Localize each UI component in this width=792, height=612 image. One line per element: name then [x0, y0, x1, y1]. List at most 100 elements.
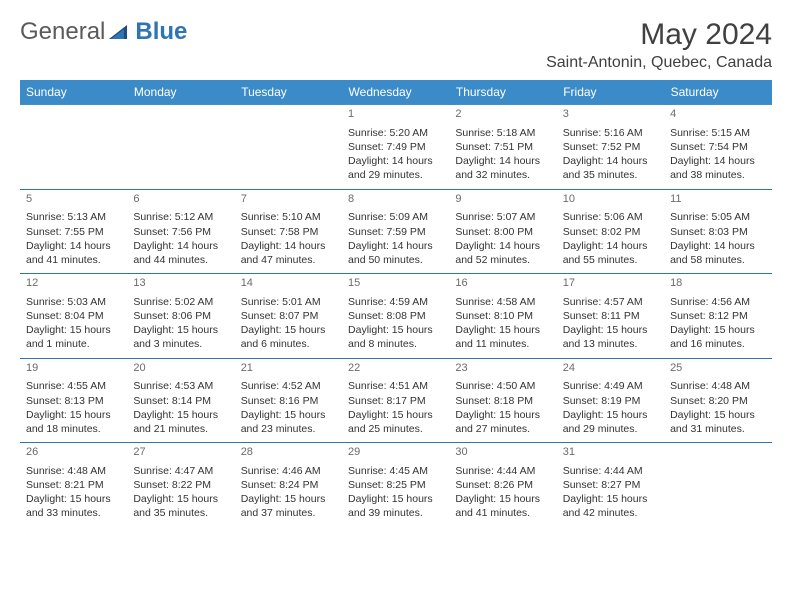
- day-line: Sunset: 8:14 PM: [133, 394, 228, 408]
- day-line: Sunset: 7:54 PM: [670, 140, 765, 154]
- day-number: 10: [557, 189, 664, 208]
- day-line: Sunset: 8:18 PM: [455, 394, 550, 408]
- day-detail: Sunrise: 4:56 AMSunset: 8:12 PMDaylight:…: [664, 293, 771, 358]
- day-number: [664, 443, 771, 462]
- day-detail: Sunrise: 4:48 AMSunset: 8:21 PMDaylight:…: [20, 462, 127, 527]
- day-number: 16: [449, 274, 556, 293]
- day-line: and 16 minutes.: [670, 337, 765, 351]
- day-line: Daylight: 14 hours: [563, 154, 658, 168]
- day-line: Sunrise: 4:46 AM: [241, 464, 336, 478]
- day-line: Sunset: 8:07 PM: [241, 309, 336, 323]
- day-line: and 47 minutes.: [241, 253, 336, 267]
- day-detail: Sunrise: 5:03 AMSunset: 8:04 PMDaylight:…: [20, 293, 127, 358]
- day-detail: Sunrise: 5:20 AMSunset: 7:49 PMDaylight:…: [342, 124, 449, 189]
- day-detail: Sunrise: 4:44 AMSunset: 8:27 PMDaylight:…: [557, 462, 664, 527]
- day-line: Daylight: 15 hours: [563, 492, 658, 506]
- weekday-header: Wednesday: [342, 80, 449, 105]
- day-line: Sunrise: 5:15 AM: [670, 126, 765, 140]
- brand-part1: General: [20, 18, 105, 46]
- day-line: Sunrise: 4:56 AM: [670, 295, 765, 309]
- day-number: 13: [127, 274, 234, 293]
- day-line: Sunset: 8:26 PM: [455, 478, 550, 492]
- day-line: Daylight: 14 hours: [133, 239, 228, 253]
- day-number: 2: [449, 105, 556, 124]
- weekday-header: Saturday: [664, 80, 771, 105]
- day-line: Daylight: 14 hours: [26, 239, 121, 253]
- day-line: Sunrise: 4:55 AM: [26, 379, 121, 393]
- day-line: Sunset: 7:52 PM: [563, 140, 658, 154]
- day-detail: Sunrise: 5:01 AMSunset: 8:07 PMDaylight:…: [235, 293, 342, 358]
- day-detail: Sunrise: 5:09 AMSunset: 7:59 PMDaylight:…: [342, 208, 449, 273]
- day-line: Sunrise: 5:02 AM: [133, 295, 228, 309]
- day-detail: Sunrise: 5:18 AMSunset: 7:51 PMDaylight:…: [449, 124, 556, 189]
- day-line: Sunset: 8:25 PM: [348, 478, 443, 492]
- day-number: 15: [342, 274, 449, 293]
- day-line: and 21 minutes.: [133, 422, 228, 436]
- day-line: Sunset: 8:06 PM: [133, 309, 228, 323]
- day-number: 23: [449, 358, 556, 377]
- brand-logo: General Blue: [20, 18, 187, 46]
- day-line: Daylight: 15 hours: [133, 408, 228, 422]
- day-line: Sunrise: 4:50 AM: [455, 379, 550, 393]
- day-line: Sunset: 8:20 PM: [670, 394, 765, 408]
- day-detail: Sunrise: 5:02 AMSunset: 8:06 PMDaylight:…: [127, 293, 234, 358]
- day-line: Sunrise: 4:47 AM: [133, 464, 228, 478]
- weekday-header: Friday: [557, 80, 664, 105]
- day-line: Daylight: 15 hours: [133, 323, 228, 337]
- day-detail: [127, 124, 234, 189]
- day-line: Sunset: 8:00 PM: [455, 225, 550, 239]
- calendar-table: SundayMondayTuesdayWednesdayThursdayFrid…: [20, 80, 772, 527]
- day-line: Sunset: 8:21 PM: [26, 478, 121, 492]
- day-detail: Sunrise: 4:53 AMSunset: 8:14 PMDaylight:…: [127, 377, 234, 442]
- day-detail: Sunrise: 4:50 AMSunset: 8:18 PMDaylight:…: [449, 377, 556, 442]
- day-line: Sunset: 7:51 PM: [455, 140, 550, 154]
- day-number: 25: [664, 358, 771, 377]
- day-line: Sunset: 7:56 PM: [133, 225, 228, 239]
- day-number: 26: [20, 443, 127, 462]
- day-line: Sunset: 8:08 PM: [348, 309, 443, 323]
- day-line: and 18 minutes.: [26, 422, 121, 436]
- day-line: Sunset: 8:22 PM: [133, 478, 228, 492]
- day-line: and 50 minutes.: [348, 253, 443, 267]
- weekday-header: Tuesday: [235, 80, 342, 105]
- day-line: Daylight: 15 hours: [26, 492, 121, 506]
- day-line: Sunset: 8:03 PM: [670, 225, 765, 239]
- day-number: 21: [235, 358, 342, 377]
- day-detail: Sunrise: 5:13 AMSunset: 7:55 PMDaylight:…: [20, 208, 127, 273]
- day-number: [20, 105, 127, 124]
- day-line: Sunrise: 5:07 AM: [455, 210, 550, 224]
- day-line: Sunset: 8:27 PM: [563, 478, 658, 492]
- day-line: Daylight: 15 hours: [348, 323, 443, 337]
- day-line: and 25 minutes.: [348, 422, 443, 436]
- day-detail: Sunrise: 4:44 AMSunset: 8:26 PMDaylight:…: [449, 462, 556, 527]
- day-line: Sunrise: 5:01 AM: [241, 295, 336, 309]
- day-number: 30: [449, 443, 556, 462]
- day-line: and 42 minutes.: [563, 506, 658, 520]
- day-line: and 41 minutes.: [455, 506, 550, 520]
- day-line: Sunset: 8:02 PM: [563, 225, 658, 239]
- day-line: Daylight: 15 hours: [455, 492, 550, 506]
- day-line: and 38 minutes.: [670, 168, 765, 182]
- day-line: and 13 minutes.: [563, 337, 658, 351]
- day-line: and 41 minutes.: [26, 253, 121, 267]
- day-line: and 31 minutes.: [670, 422, 765, 436]
- day-line: and 1 minute.: [26, 337, 121, 351]
- day-detail: Sunrise: 5:06 AMSunset: 8:02 PMDaylight:…: [557, 208, 664, 273]
- day-line: Sunrise: 4:53 AM: [133, 379, 228, 393]
- day-line: Sunrise: 5:10 AM: [241, 210, 336, 224]
- day-line: Daylight: 15 hours: [455, 408, 550, 422]
- day-line: Sunrise: 5:18 AM: [455, 126, 550, 140]
- day-detail: [664, 462, 771, 527]
- day-line: Sunrise: 4:44 AM: [455, 464, 550, 478]
- day-number: 14: [235, 274, 342, 293]
- day-line: Daylight: 14 hours: [563, 239, 658, 253]
- day-line: Daylight: 15 hours: [563, 323, 658, 337]
- day-number: 20: [127, 358, 234, 377]
- day-number: 1: [342, 105, 449, 124]
- day-line: and 6 minutes.: [241, 337, 336, 351]
- day-detail: Sunrise: 4:46 AMSunset: 8:24 PMDaylight:…: [235, 462, 342, 527]
- day-line: Sunrise: 4:44 AM: [563, 464, 658, 478]
- day-number: 18: [664, 274, 771, 293]
- day-number: 11: [664, 189, 771, 208]
- day-line: and 29 minutes.: [563, 422, 658, 436]
